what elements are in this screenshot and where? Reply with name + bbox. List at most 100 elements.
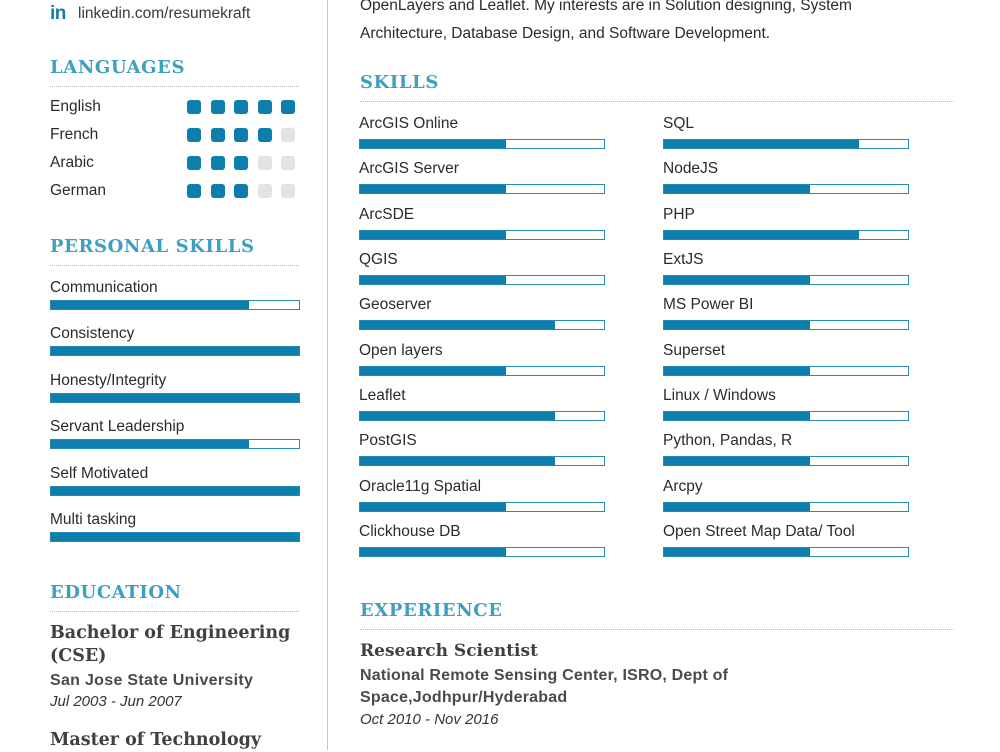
education-rule xyxy=(50,611,299,612)
skill-item: Geoserver xyxy=(359,295,605,330)
language-name: Arabic xyxy=(50,154,94,171)
personal-skill-label: Multi tasking xyxy=(50,511,137,528)
level-dot-empty xyxy=(281,184,295,198)
skill-item: ArcGIS Online xyxy=(359,114,605,149)
personal-skill-item: Servant Leadership xyxy=(50,417,300,449)
skill-item: SQL xyxy=(663,114,909,149)
skill-label: Leaflet xyxy=(359,387,406,404)
personal-skill-item: Honesty/Integrity xyxy=(50,371,300,403)
bar-fill xyxy=(51,347,299,355)
level-dot-filled xyxy=(187,184,201,198)
level-dot-filled xyxy=(257,100,272,114)
personal-skill-item: Consistency xyxy=(50,324,300,356)
skill-item: Superset xyxy=(663,341,909,376)
skill-label: Superset xyxy=(663,342,726,359)
level-dot-filled xyxy=(234,156,248,170)
skill-item: MS Power BI xyxy=(663,295,909,330)
linkedin-contact[interactable]: in linkedin.com/resumekraft xyxy=(50,3,250,25)
profile-summary: OpenLayers and Leaflet. My interests are… xyxy=(360,0,960,48)
organization-line: National Remote Sensing Center, ISRO, De… xyxy=(360,667,729,684)
skill-item: Arcpy xyxy=(663,477,909,512)
skill-item: Leaflet xyxy=(359,386,605,421)
skill-item: Open Street Map Data/ Tool xyxy=(663,522,909,557)
personal-skill-bar xyxy=(50,393,300,403)
skill-label: ArcSDE xyxy=(359,206,415,223)
bar-fill xyxy=(360,321,556,329)
level-dot-empty xyxy=(257,184,272,198)
personal-skill-label: Consistency xyxy=(50,325,135,342)
level-dot-empty xyxy=(257,156,272,170)
bar-fill xyxy=(664,185,811,193)
skill-label: NodeJS xyxy=(663,160,719,177)
personal-skill-item: Communication xyxy=(50,278,300,310)
skills-heading: SKILLS xyxy=(360,72,439,93)
skill-label: QGIS xyxy=(359,251,398,268)
personal-skill-bar xyxy=(50,532,300,542)
experience-dates: Oct 2010 - Nov 2016 xyxy=(360,711,499,728)
skill-item: Open layers xyxy=(359,341,605,376)
skill-label: Python, Pandas, R xyxy=(663,432,793,449)
skill-item: NodeJS xyxy=(663,159,909,194)
bar-fill xyxy=(360,276,507,284)
bar-fill xyxy=(360,412,556,420)
column-divider xyxy=(327,0,328,750)
bar-fill xyxy=(51,487,299,495)
level-dot-filled xyxy=(187,100,201,114)
skill-label: Geoserver xyxy=(359,296,432,313)
bar-fill xyxy=(664,412,811,420)
skill-item: Clickhouse DB xyxy=(359,522,605,557)
bar-fill xyxy=(360,457,556,465)
education-heading: EDUCATION xyxy=(50,582,182,603)
skills-rule xyxy=(360,101,954,102)
personal-skill-item: Multi tasking xyxy=(50,510,300,542)
language-level-dots xyxy=(187,156,305,170)
linkedin-url[interactable]: linkedin.com/resumekraft xyxy=(78,5,251,22)
level-dot-filled xyxy=(210,184,225,198)
language-row: French xyxy=(50,124,300,146)
skill-bar xyxy=(359,547,605,557)
experience-heading: EXPERIENCE xyxy=(360,600,503,621)
bar-fill xyxy=(664,276,811,284)
skill-label: Linux / Windows xyxy=(663,387,776,404)
education-degree: Bachelor of Engineering (CSE) xyxy=(50,623,291,666)
level-dot-filled xyxy=(210,156,225,170)
skill-bar xyxy=(359,230,605,240)
skill-bar xyxy=(663,456,909,466)
education-dates: Jul 2003 - Jun 2007 xyxy=(50,693,182,710)
languages-heading: LANGUAGES xyxy=(50,57,186,78)
level-dot-filled xyxy=(234,128,248,142)
linkedin-icon: in xyxy=(50,3,66,24)
bar-fill xyxy=(360,185,507,193)
language-name: German xyxy=(50,182,106,199)
language-row: English xyxy=(50,96,300,118)
skill-label: ArcGIS Server xyxy=(359,160,459,177)
bar-fill xyxy=(360,231,507,239)
bar-fill xyxy=(664,140,860,148)
skill-bar xyxy=(663,411,909,421)
level-dot-filled xyxy=(234,100,248,114)
skill-item: PostGIS xyxy=(359,431,605,466)
skill-label: PHP xyxy=(663,206,695,223)
skill-label: Open Street Map Data/ Tool xyxy=(663,523,855,540)
language-row: Arabic xyxy=(50,152,300,174)
personal-skill-bar xyxy=(50,346,300,356)
language-row: German xyxy=(50,180,300,202)
skill-bar xyxy=(663,547,909,557)
bar-fill xyxy=(51,301,250,309)
skill-bar xyxy=(359,366,605,376)
skill-bar xyxy=(359,411,605,421)
level-dot-filled xyxy=(210,128,225,142)
education-degree: Master of Technology xyxy=(50,730,262,750)
skill-bar xyxy=(663,184,909,194)
skill-bar xyxy=(359,275,605,285)
skill-label: ArcGIS Online xyxy=(359,115,459,132)
level-dot-filled xyxy=(210,100,225,114)
bar-fill xyxy=(51,394,299,402)
skill-bar xyxy=(359,502,605,512)
level-dot-filled xyxy=(281,100,295,114)
personal-skill-label: Servant Leadership xyxy=(50,418,185,435)
skill-label: Open layers xyxy=(359,342,443,359)
personal-skills-rule xyxy=(50,265,299,266)
skill-item: ArcSDE xyxy=(359,205,605,240)
level-dot-empty xyxy=(281,128,295,142)
